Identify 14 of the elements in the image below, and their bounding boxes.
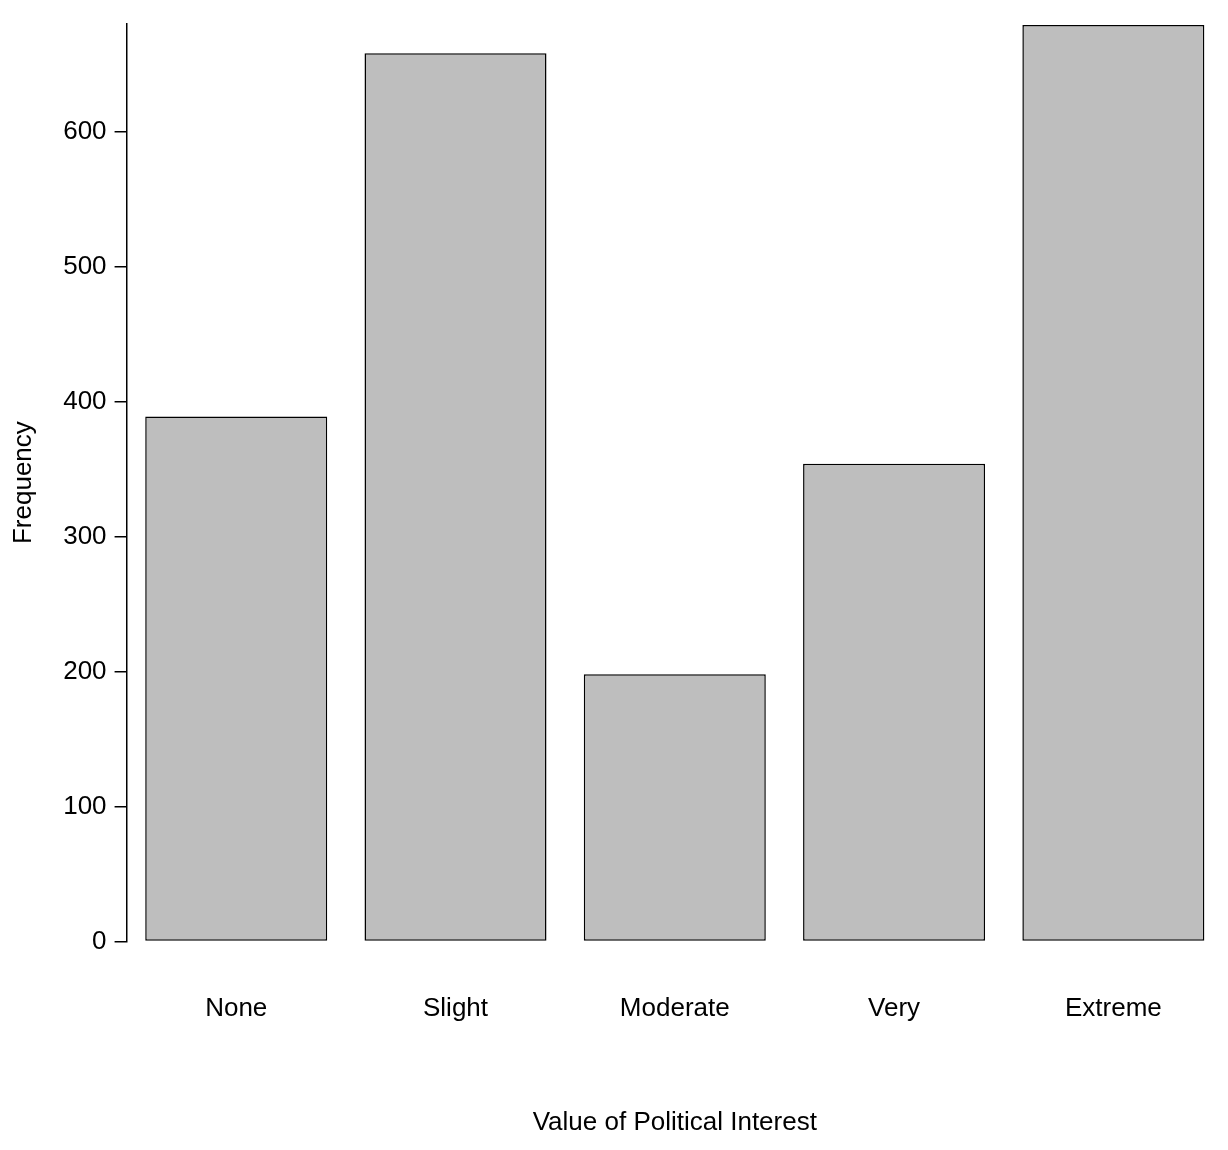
y-tick-label: 300: [63, 519, 107, 550]
x-tick-label: Slight: [422, 992, 489, 1023]
y-tick-label: 600: [63, 114, 107, 145]
x-tick-label: Extreme: [1064, 992, 1162, 1023]
x-tick-label: None: [205, 992, 268, 1023]
y-axis-title: Frequency: [6, 421, 37, 545]
x-axis-title: Value of Political Interest: [532, 1105, 818, 1136]
y-tick-label: 100: [63, 789, 107, 820]
y-tick-label: 400: [63, 384, 107, 415]
y-tick-label: 200: [63, 654, 107, 685]
x-tick-label: Very: [868, 992, 921, 1023]
y-tick-label: 0: [92, 924, 107, 955]
x-tick-label: Moderate: [619, 992, 730, 1023]
y-tick-label: 500: [63, 249, 107, 280]
